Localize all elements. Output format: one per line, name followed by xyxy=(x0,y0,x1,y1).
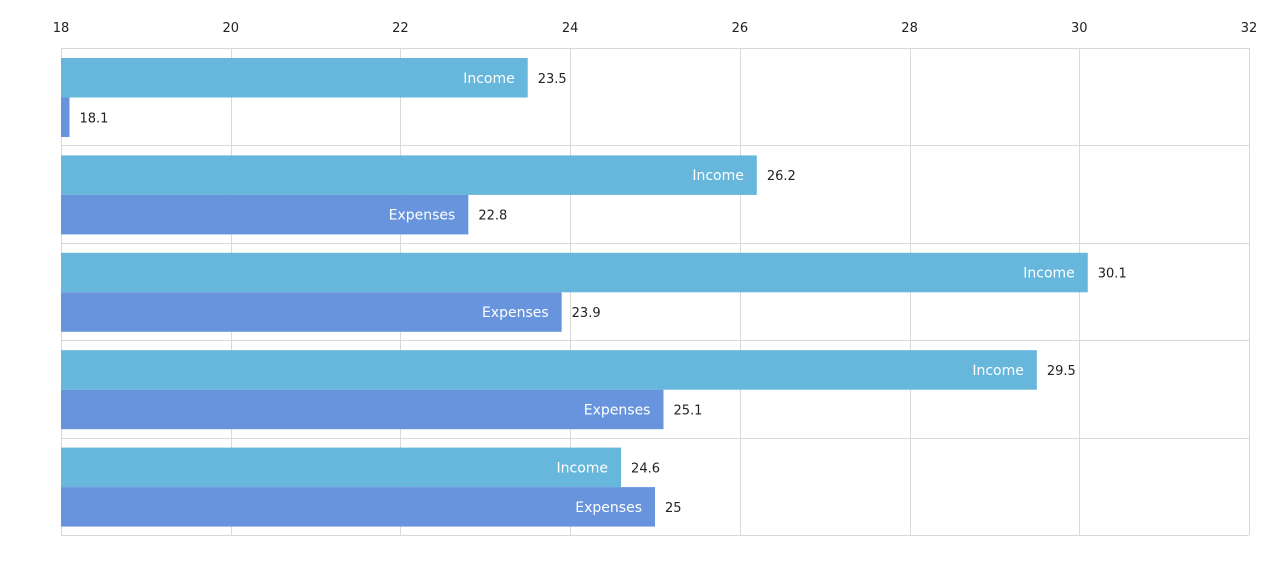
expenses-bar-label: Expenses xyxy=(584,402,651,418)
income-bar[interactable] xyxy=(61,155,757,195)
income-bar-label: Income xyxy=(972,363,1024,379)
income-bar[interactable] xyxy=(61,350,1037,390)
expenses-bar[interactable] xyxy=(61,389,664,430)
income-bar-label: Income xyxy=(1023,266,1075,282)
x-tick-label: 24 xyxy=(562,21,579,36)
x-tick-label: 22 xyxy=(392,21,409,36)
expenses-bar-label: Expenses xyxy=(575,500,642,516)
x-tick-label: 20 xyxy=(222,21,239,36)
bar-labels: Income 23.5 18.1 Income 26.2 Expenses 22.8 Inco… xyxy=(79,71,1126,516)
income-bar-label: Income xyxy=(692,168,744,184)
income-value-label: 30.1 xyxy=(1098,267,1127,282)
x-axis: 18 20 22 24 26 28 30 32 xyxy=(53,21,1258,36)
income-value-label: 26.2 xyxy=(767,169,796,184)
expenses-bar[interactable] xyxy=(61,194,469,235)
bars xyxy=(61,58,1088,527)
income-bar[interactable] xyxy=(61,252,1088,293)
income-bar-label: Income xyxy=(463,71,515,87)
income-value-label: 23.5 xyxy=(538,72,567,87)
x-tick-label: 32 xyxy=(1241,21,1258,36)
expenses-value-label: 25.1 xyxy=(673,403,702,418)
x-tick-label: 26 xyxy=(732,21,749,36)
x-tick-label: 18 xyxy=(53,21,70,36)
expenses-bar[interactable] xyxy=(61,97,70,138)
expenses-value-label: 22.8 xyxy=(478,209,507,224)
grid-lines xyxy=(61,48,1250,536)
income-bar-label: Income xyxy=(557,460,609,476)
income-bar[interactable] xyxy=(61,447,622,488)
x-tick-label: 28 xyxy=(901,21,918,36)
expenses-bar[interactable] xyxy=(61,292,562,332)
income-value-label: 29.5 xyxy=(1047,364,1076,379)
expenses-value-label: 23.9 xyxy=(572,306,601,321)
income-bar[interactable] xyxy=(61,58,528,98)
expenses-value-label: 25 xyxy=(665,501,682,516)
expenses-bar-label: Expenses xyxy=(389,208,456,224)
expenses-value-label: 18.1 xyxy=(79,111,108,126)
expenses-bar-label: Expenses xyxy=(482,305,549,321)
expenses-bar[interactable] xyxy=(61,487,655,527)
x-tick-label: 30 xyxy=(1071,21,1088,36)
income-value-label: 24.6 xyxy=(631,461,660,476)
